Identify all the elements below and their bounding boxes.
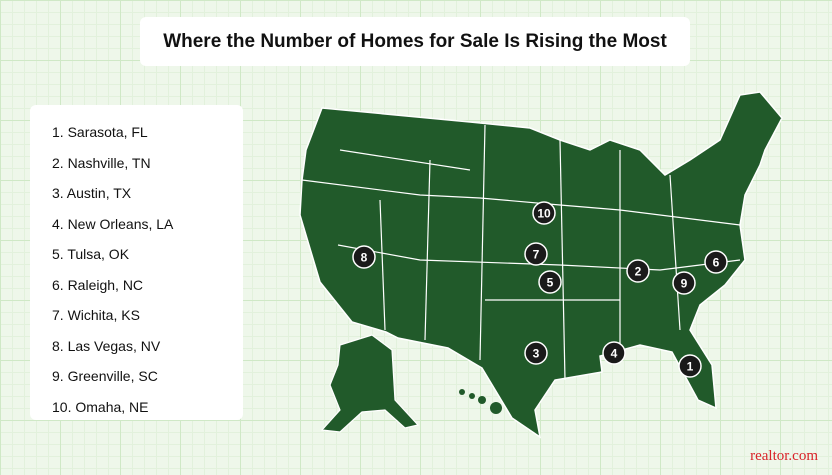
brand-logo: realtor.com (750, 448, 818, 464)
marker-label: 4 (611, 347, 618, 361)
list-item: 3. Austin, TX (52, 185, 132, 201)
list-item: 9. Greenville, SC (52, 368, 158, 384)
marker-label: 5 (547, 276, 554, 290)
list-item: 5. Tulsa, OK (52, 246, 130, 262)
map-marker: 1 (678, 354, 702, 378)
marker-dot (672, 271, 696, 295)
marker-label: 2 (635, 265, 642, 279)
marker-dot (602, 341, 626, 365)
title: Where the Number of Homes for Sale Is Ri… (140, 17, 690, 66)
map-marker: 7 (524, 242, 548, 266)
alaska (320, 334, 420, 433)
marker-dot (352, 245, 376, 269)
map-marker: 10 (532, 201, 556, 225)
list-item: 7. Wichita, KS (52, 307, 140, 323)
map-marker: 5 (538, 270, 562, 294)
marker-label: 8 (361, 251, 368, 265)
marker-label: 1 (687, 360, 694, 374)
list-item: 1. Sarasota, FL (52, 124, 148, 140)
map-marker: 2 (626, 259, 650, 283)
marker-dot (524, 242, 548, 266)
marker-label: 6 (713, 256, 720, 270)
marker-dot (532, 201, 556, 225)
list-item: 4. New Orleans, LA (52, 215, 174, 232)
marker-label: 10 (537, 207, 551, 221)
map-marker: 4 (602, 341, 626, 365)
state-lines (301, 124, 741, 381)
marker-dot (524, 341, 548, 365)
marker-dot (678, 354, 702, 378)
marker-dot (704, 250, 728, 274)
map-marker: 6 (704, 250, 728, 274)
marker-label: 9 (681, 277, 688, 291)
list-item: 8. Las Vegas, NV (52, 337, 161, 354)
list-item: 2. Nashville, TN (52, 154, 151, 171)
list-item: 10. Omaha, NE (52, 398, 149, 415)
city-list: 1. Sarasota, FL 2. Nashville, TN 3. Austin… (30, 105, 243, 420)
map-marker: 3 (524, 341, 548, 365)
hawaii (459, 389, 502, 414)
map-marker: 8 (352, 245, 376, 269)
map-marker: 9 (672, 271, 696, 295)
marker-label: 7 (533, 248, 540, 262)
marker-dot (538, 270, 562, 294)
list-item: 6. Raleigh, NC (52, 276, 144, 293)
marker-label: 3 (533, 347, 540, 361)
marker-dot (626, 259, 650, 283)
